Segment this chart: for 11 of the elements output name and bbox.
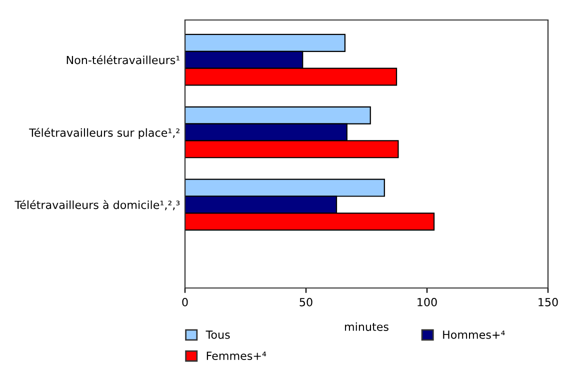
x-tick-label: 50: [300, 298, 312, 306]
x-tick-label: 150: [538, 298, 558, 306]
y-tick-label: Non-télétravailleurs¹: [66, 55, 180, 64]
legend-label: Femmes+⁴: [206, 352, 266, 360]
legend-label: Hommes+⁴: [443, 330, 505, 339]
x-tick-label: 100: [418, 298, 437, 306]
legend-label: Tous: [206, 330, 230, 339]
x-axis-title: minutes: [345, 322, 388, 331]
y-tick-label: Télétravailleurs sur place¹,²: [29, 128, 180, 140]
y-tick-label: Télétravailleurs à domicile¹,²,³: [14, 200, 180, 210]
x-tick-label: 0: [182, 298, 188, 306]
